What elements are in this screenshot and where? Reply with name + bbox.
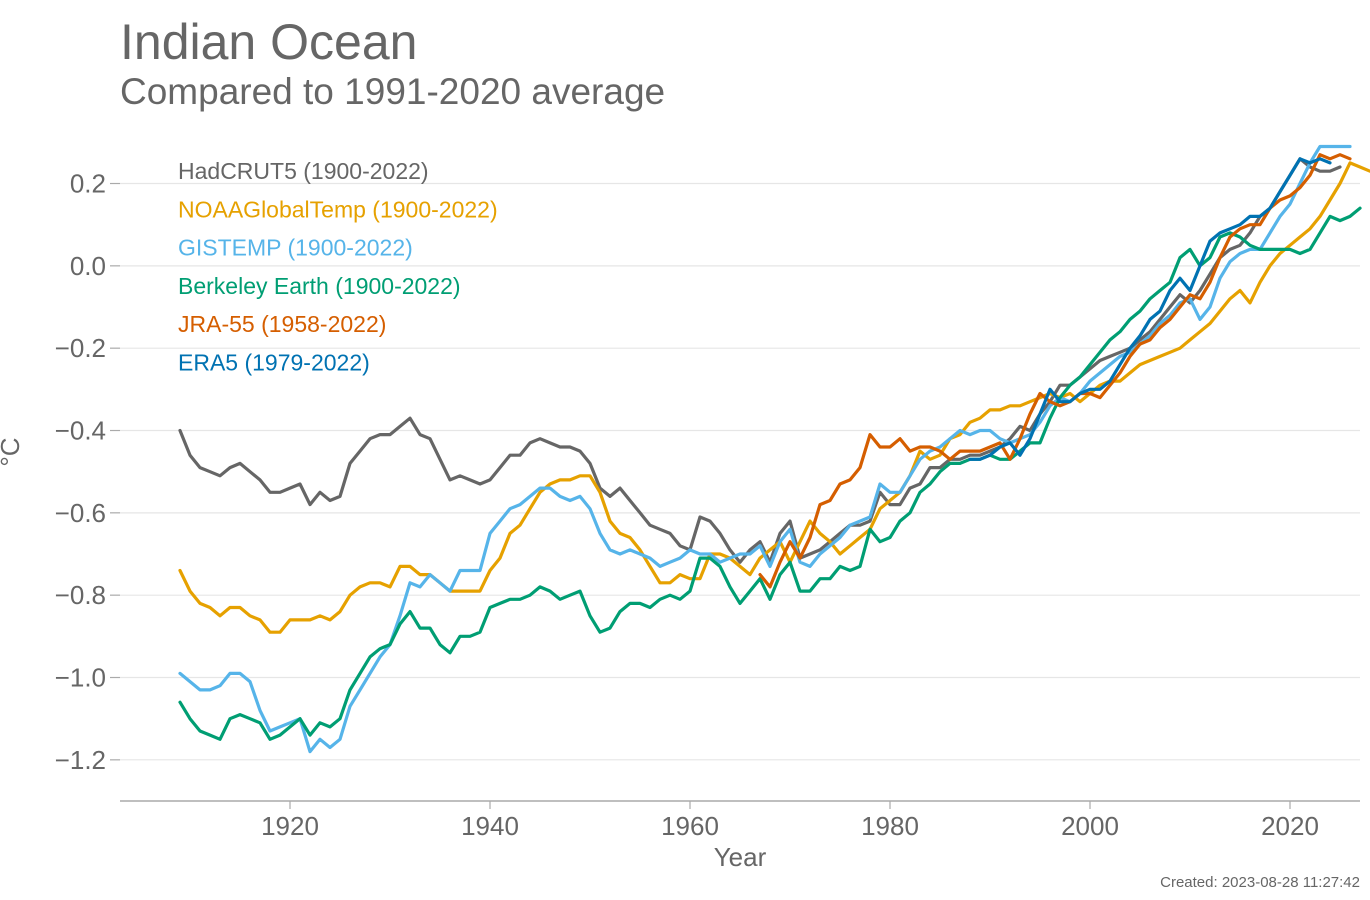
series-line-noaaglobaltemp xyxy=(178,161,1370,634)
x-tick-label: 2020 xyxy=(1261,811,1319,841)
series-line-berkeley xyxy=(178,206,1362,741)
legend-entry-gistemp: GISTEMP (1900-2022) xyxy=(178,235,413,261)
x-axis-label: Year xyxy=(714,842,767,872)
series-line-gistemp xyxy=(178,144,1352,754)
y-axis-ticks: 0.2 0.0 −0.2 −0.4 −0.6 −0.8 −1.0 −1.2 xyxy=(55,169,120,775)
x-tick-label: 1920 xyxy=(261,811,319,841)
created-timestamp: Created: 2023-08-28 11:27:42 xyxy=(1160,874,1360,891)
chart-subtitle: Compared to 1991-2020 average xyxy=(120,71,666,112)
y-tick-label: 0.2 xyxy=(70,169,106,199)
legend-entry-noaaglobaltemp: NOAAGlobalTemp (1900-2022) xyxy=(178,196,498,222)
series-lines xyxy=(178,144,1370,754)
legend-entry-jra-55: JRA-55 (1958-2022) xyxy=(178,311,386,337)
series-line-hadcrut5 xyxy=(178,157,1342,564)
x-tick-label: 1960 xyxy=(661,811,719,841)
x-axis-ticks: 1920 1940 1960 1980 2000 2020 xyxy=(261,801,1319,841)
grid-lines xyxy=(120,182,1360,761)
y-tick-label: 0.0 xyxy=(70,251,106,281)
y-tick-label: −1.2 xyxy=(55,745,106,775)
x-tick-label: 1940 xyxy=(461,811,519,841)
x-tick-label: 1980 xyxy=(861,811,919,841)
legend-entry-hadcrut5: HadCRUT5 (1900-2022) xyxy=(178,158,429,184)
y-axis-label: °C xyxy=(0,437,25,466)
y-tick-label: −0.8 xyxy=(55,580,106,610)
legend-entry-berkeley: Berkeley Earth (1900-2022) xyxy=(178,273,461,299)
series-line-jra-55 xyxy=(758,153,1352,589)
chart-title: Indian Ocean xyxy=(120,14,418,70)
legend: HadCRUT5 (1900-2022) NOAAGlobalTemp (1900… xyxy=(178,158,498,376)
y-tick-label: −1.0 xyxy=(55,663,106,693)
y-tick-label: −0.2 xyxy=(55,333,106,363)
y-tick-label: −0.4 xyxy=(55,416,106,446)
series-line-era5 xyxy=(968,157,1332,461)
x-tick-label: 2000 xyxy=(1061,811,1119,841)
y-tick-label: −0.6 xyxy=(55,498,106,528)
legend-entry-era5: ERA5 (1979-2022) xyxy=(178,350,370,376)
